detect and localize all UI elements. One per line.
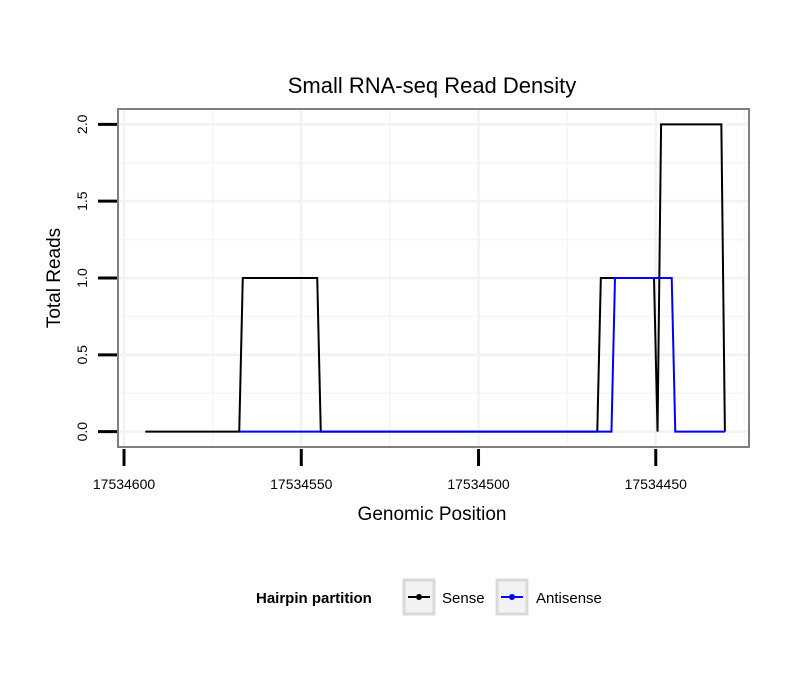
legend-label-antisense: Antisense — [536, 590, 602, 607]
x-tick-label: 17534550 — [270, 476, 333, 492]
y-tick-label: 1.0 — [74, 268, 90, 288]
legend: Hairpin partition Sense Antisense — [256, 578, 602, 616]
x-tick-label: 17534600 — [93, 476, 156, 492]
y-tick-label: 2.0 — [74, 114, 90, 134]
legend-key-antisense-point — [509, 594, 515, 600]
x-tick-label: 17534500 — [447, 476, 510, 492]
series-line-antisense — [239, 277, 725, 433]
legend-key-sense-point — [416, 594, 422, 600]
y-axis-title: Total Reads — [44, 228, 65, 328]
y-tick-label: 0.0 — [74, 422, 90, 442]
chart-title: Small RNA-seq Read Density — [288, 73, 577, 98]
plot-border — [117, 108, 750, 448]
series-layer — [145, 123, 726, 433]
series-line-sense — [145, 123, 726, 433]
x-tick-label: 17534450 — [625, 476, 688, 492]
y-tick-label: 0.5 — [74, 345, 90, 365]
y-axis: 0.0 0.5 1.0 1.5 2.0 — [74, 114, 117, 441]
x-axis-title: Genomic Position — [358, 504, 507, 525]
legend-title: Hairpin partition — [256, 590, 372, 607]
x-axis: 17534600 17534550 17534500 17534450 — [93, 449, 687, 492]
legend-label-sense: Sense — [442, 590, 485, 607]
y-tick-label: 1.5 — [74, 191, 90, 211]
